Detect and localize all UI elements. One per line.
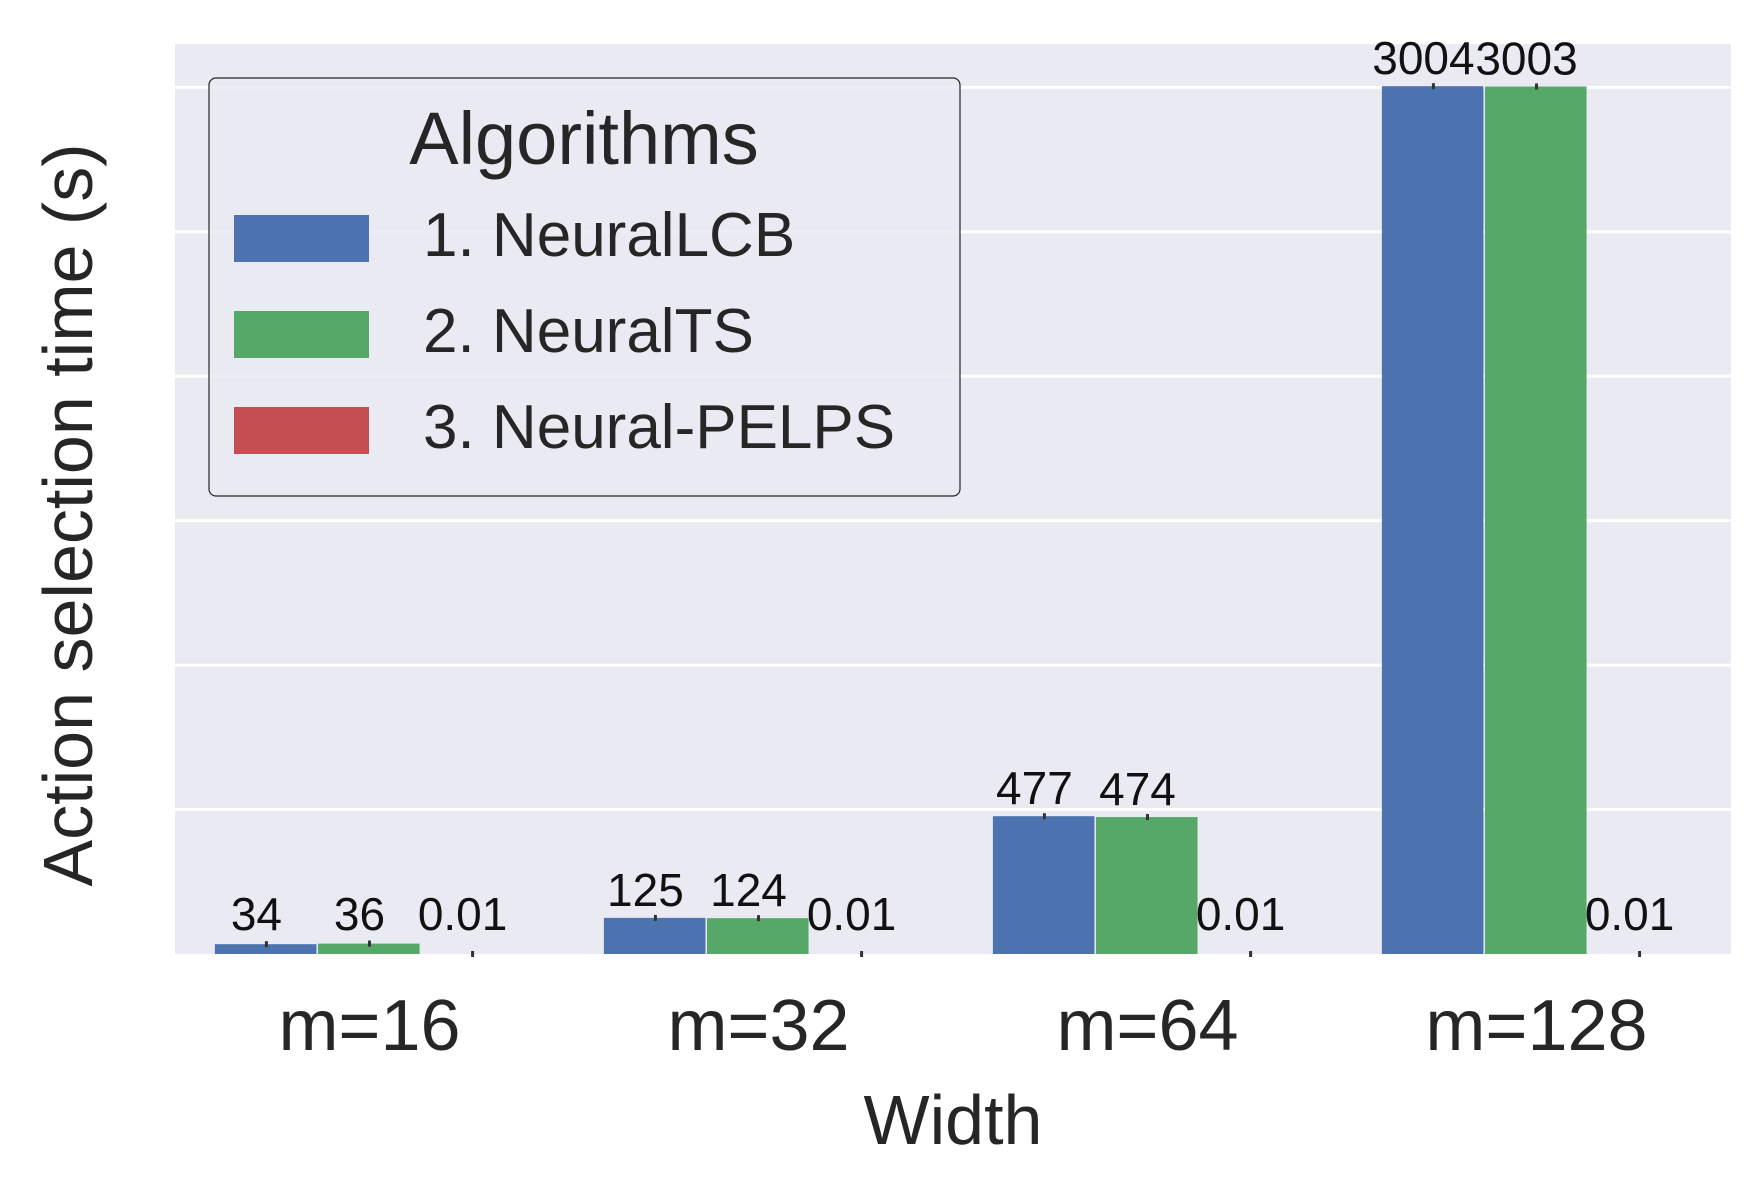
x-tick-label: m=16 [278,986,460,1066]
legend-items: 1. NeuralLCB 2. NeuralTS 3. Neural-PELPS [234,201,895,462]
data-label: 125 [607,864,684,916]
data-label: 124 [710,864,787,916]
bar [317,943,420,954]
data-label: 0.01 [418,888,508,940]
data-label: 0.01 [807,888,897,940]
x-tick-labels: m=16 m=32 m=64 m=128 [278,986,1647,1066]
bar [1095,817,1198,954]
bar [992,816,1095,954]
bars [214,83,1690,957]
legend-swatch [234,311,369,358]
legend-box [208,77,961,497]
legend-swatch [234,215,369,262]
legend: Algorithms 1. NeuralLCB 2. NeuralTS 3. Neu… [208,77,961,497]
data-label: 34 [231,888,282,940]
bar [1484,86,1587,954]
y-axis-title: Action selection time (s) [29,143,107,886]
legend-title: Algorithms [409,97,759,180]
legend-label: 1. NeuralLCB [423,201,795,270]
data-labels: 34 36 0.01 125 124 0.01 477 474 0.01 3004 3003 0.01 [231,32,1675,940]
x-axis-title: Width [864,1081,1043,1159]
data-label: 3004 [1372,32,1474,84]
bar [214,944,317,954]
x-tick-label: m=32 [667,986,849,1066]
data-label: 0.01 [1585,888,1675,940]
x-tick-label: m=128 [1425,986,1647,1066]
legend-label: 2. NeuralTS [423,297,754,366]
legend-label: 3. Neural-PELPS [423,393,895,462]
x-tick-label: m=64 [1056,986,1238,1066]
data-label: 477 [996,762,1073,814]
data-label: 36 [334,888,385,940]
data-label: 0.01 [1196,888,1286,940]
data-label: 3003 [1475,32,1577,84]
data-label: 474 [1099,763,1176,815]
bar [603,917,706,954]
bar [1381,86,1484,954]
legend-swatch [234,407,369,454]
bar [706,918,809,954]
